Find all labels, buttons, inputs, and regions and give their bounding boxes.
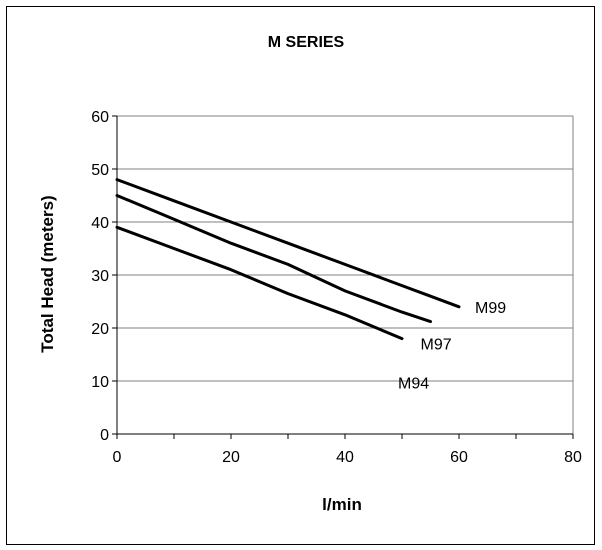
y-tick-label: 10 xyxy=(91,374,109,391)
y-tick-label: 60 xyxy=(91,109,109,126)
series-line-m94 xyxy=(115,225,404,341)
gridlines xyxy=(117,115,574,434)
series-label-m97: M97 xyxy=(421,337,452,354)
series-label-m99: M99 xyxy=(475,300,506,317)
x-tick-label: 80 xyxy=(564,449,582,466)
series-lines xyxy=(115,178,461,341)
series-label-m94: M94 xyxy=(398,376,429,393)
series-line-m99 xyxy=(115,178,461,309)
y-tick-label: 40 xyxy=(91,215,109,232)
x-tick-label: 40 xyxy=(336,449,354,466)
y-tick-label: 30 xyxy=(91,268,109,285)
y-tick-label: 0 xyxy=(100,427,109,444)
y-tick-label: 50 xyxy=(91,162,109,179)
x-tick-label: 0 xyxy=(113,449,122,466)
series-line-m97 xyxy=(115,194,432,324)
x-tick-label: 20 xyxy=(222,449,240,466)
x-axis-title: l/min xyxy=(322,495,362,514)
y-axis-title: Total Head (meters) xyxy=(38,195,57,352)
axes: 0 10 20 30 40 50 60 0 20 40 60 80 xyxy=(91,109,582,466)
series-labels: M99 M97 M94 xyxy=(398,300,506,393)
y-tick-label: 20 xyxy=(91,321,109,338)
chart-title: M SERIES xyxy=(268,34,345,51)
x-tick-label: 60 xyxy=(450,449,468,466)
